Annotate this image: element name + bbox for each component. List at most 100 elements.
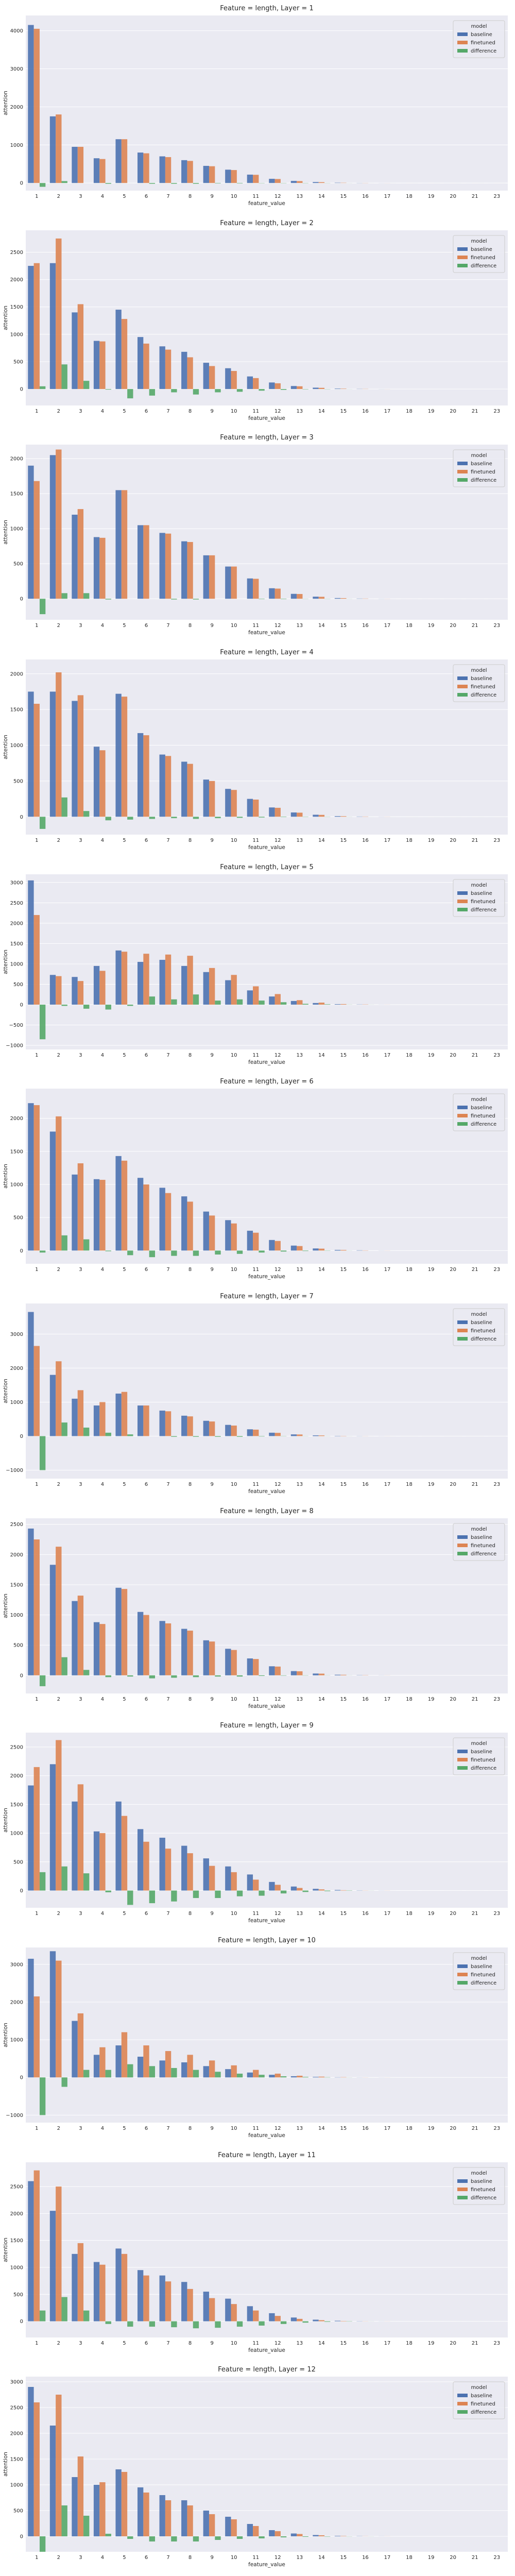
legend: model baseline finetuned difference (453, 1523, 505, 1561)
bar-difference (83, 1669, 90, 1675)
bar-finetuned (340, 1674, 347, 1675)
x-tick-label: 15 (340, 1053, 347, 1058)
bar-finetuned (209, 2060, 215, 2078)
plot-area (26, 659, 508, 835)
legend-box (453, 449, 505, 487)
legend-label-finetuned: finetuned (471, 2401, 495, 2407)
bar-finetuned (121, 139, 128, 183)
bar-baseline (28, 691, 34, 817)
bar-baseline (290, 385, 297, 389)
bar-difference (61, 1657, 67, 1675)
bar-finetuned (274, 2073, 281, 2078)
y-tick-label: 0 (20, 386, 23, 392)
y-tick-label: 2000 (10, 671, 23, 677)
bar-difference (215, 817, 221, 819)
bar-baseline (28, 880, 34, 1005)
plot-area (26, 230, 508, 405)
y-tick-label: 0 (20, 1888, 23, 1894)
x-tick-label: 13 (296, 2341, 303, 2346)
x-axis-label: feature_value (248, 415, 285, 421)
bar-difference (61, 2297, 67, 2321)
bar-finetuned (143, 2045, 149, 2078)
bar-baseline (181, 351, 187, 389)
bar-finetuned (297, 1671, 303, 1675)
x-tick-label: 2 (57, 1267, 60, 1273)
bar-baseline (115, 1802, 122, 1891)
x-tick-label: 23 (493, 2555, 500, 2561)
x-tick-label: 3 (79, 2126, 82, 2131)
y-tick-label: 0 (20, 1434, 23, 1439)
bar-difference (215, 388, 221, 393)
x-tick-label: 21 (472, 2341, 478, 2346)
bar-finetuned (99, 1623, 106, 1675)
x-tick-label: 5 (123, 1697, 126, 1702)
bar-baseline (181, 1415, 187, 1436)
bar-finetuned (121, 1161, 128, 1251)
bar-baseline (28, 1103, 34, 1251)
x-tick-label: 18 (406, 194, 413, 199)
bar-difference (149, 996, 156, 1005)
x-tick-label: 4 (101, 2126, 104, 2131)
bar-finetuned (77, 146, 84, 183)
bar-finetuned (297, 594, 303, 599)
y-tick-label: 0 (20, 815, 23, 820)
chart-panel: Feature = length, Layer = 5 −1000 −500 0 500… (3, 863, 508, 1065)
bar-difference (127, 1890, 133, 1905)
bar-finetuned (99, 159, 106, 183)
chart-panel: Feature = length, Layer = 7 −1000 0 1000 200… (3, 1293, 508, 1495)
bar-baseline (181, 1196, 187, 1251)
y-tick-label: 1500 (10, 2457, 23, 2463)
x-tick-label: 2 (57, 623, 60, 629)
bar-baseline (181, 1845, 187, 1891)
x-tick-label: 10 (231, 1267, 237, 1273)
bar-difference (280, 388, 287, 390)
legend-title: model (471, 668, 487, 673)
bar-finetuned (231, 2065, 237, 2078)
x-tick-label: 15 (340, 2341, 347, 2346)
bar-difference (171, 2536, 177, 2542)
bar-finetuned (56, 449, 62, 599)
bar-difference (215, 1250, 221, 1255)
bar-finetuned (318, 2320, 325, 2321)
x-tick-label: 14 (318, 623, 325, 629)
x-tick-label: 4 (101, 1911, 104, 1917)
bar-baseline (269, 588, 275, 599)
bar-difference (259, 2321, 265, 2326)
bar-baseline (72, 1601, 78, 1675)
x-tick-label: 13 (296, 1053, 303, 1058)
bar-baseline (137, 152, 144, 183)
bar-finetuned (231, 170, 237, 183)
bar-baseline (181, 761, 187, 817)
bar-finetuned (318, 1435, 325, 1436)
x-tick-label: 5 (123, 409, 126, 414)
x-tick-label: 8 (188, 2555, 192, 2561)
x-tick-label: 2 (57, 2341, 60, 2346)
legend: model baseline finetuned difference (453, 2381, 505, 2419)
bar-baseline (247, 174, 253, 183)
legend-box (453, 20, 505, 58)
bar-baseline (49, 1951, 56, 2078)
x-tick-label: 19 (428, 838, 435, 843)
bar-finetuned (340, 816, 347, 817)
bar-difference (127, 817, 133, 820)
bar-difference (39, 2077, 46, 2115)
x-tick-label: 15 (340, 1482, 347, 1487)
x-tick-label: 1 (35, 1482, 38, 1487)
bar-baseline (159, 959, 165, 1005)
x-tick-label: 8 (188, 1482, 192, 1487)
bar-difference (259, 1000, 265, 1005)
bar-finetuned (187, 357, 193, 389)
legend-swatch-finetuned (457, 1543, 468, 1547)
bar-difference (236, 1890, 243, 1897)
x-tick-label: 23 (493, 409, 500, 414)
legend-label-baseline: baseline (471, 247, 492, 252)
x-tick-label: 13 (296, 623, 303, 629)
bar-baseline (72, 2477, 78, 2537)
x-tick-label: 1 (35, 2341, 38, 2346)
y-tick-label: 2500 (10, 901, 23, 906)
legend-label-difference: difference (471, 478, 496, 483)
legend-swatch-difference (457, 907, 468, 911)
bar-baseline (137, 733, 144, 817)
x-tick-label: 10 (231, 1482, 237, 1487)
bar-baseline (49, 2426, 56, 2537)
